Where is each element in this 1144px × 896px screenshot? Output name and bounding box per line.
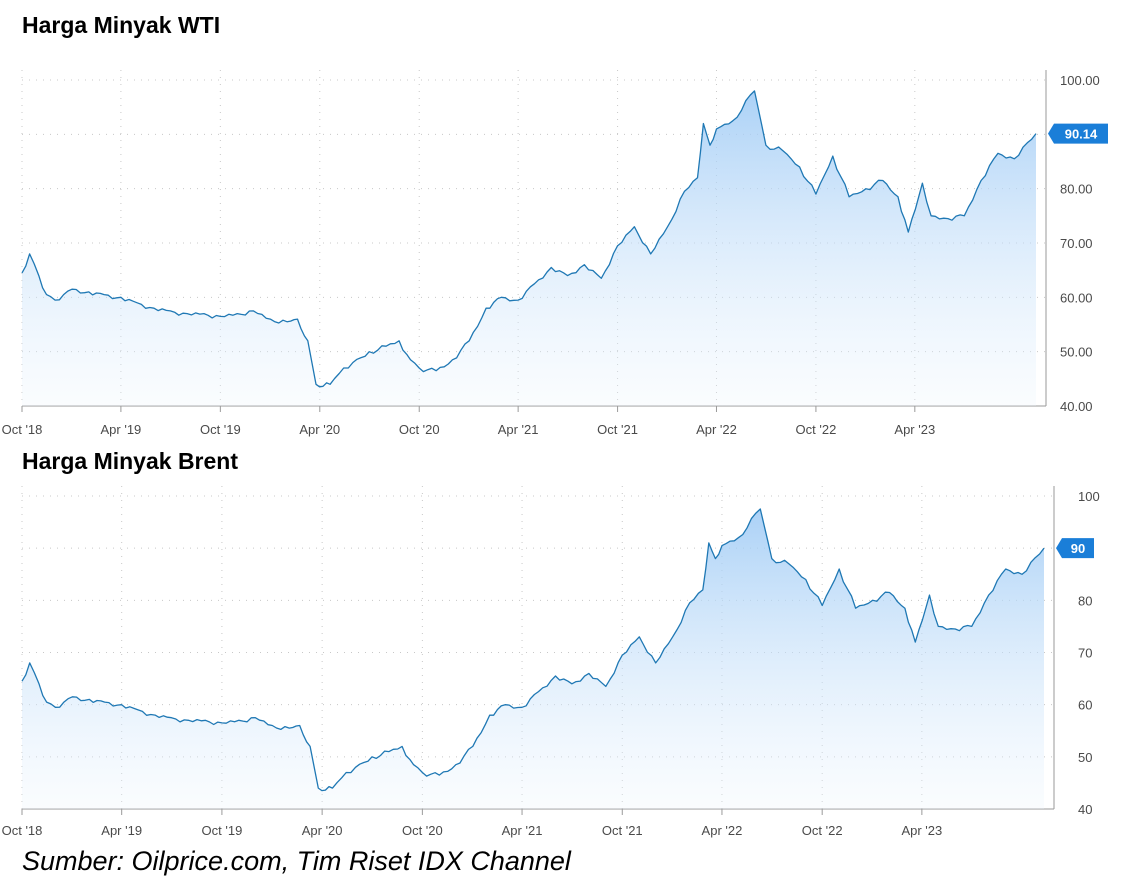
series-line	[21, 90, 1037, 388]
y-tick-label: 40.00	[1060, 399, 1093, 414]
y-tick-label: 100.00	[1060, 73, 1100, 88]
series-area	[22, 509, 1044, 809]
x-tick-label: Oct '20	[402, 823, 443, 838]
series-area	[22, 90, 1036, 407]
x-tick-label: Oct '21	[602, 823, 643, 838]
wti-chart: 100.0090.0080.0070.0060.0050.0040.00Oct …	[2, 70, 1108, 437]
x-tick-label: Apr '22	[702, 823, 743, 838]
y-tick-label: 80	[1078, 593, 1092, 608]
y-tick-label: 50	[1078, 750, 1092, 765]
chart-title-brent: Harga Minyak Brent	[22, 448, 239, 474]
x-tick-label: Oct '21	[597, 422, 638, 437]
y-tick-label: 60.00	[1060, 290, 1093, 305]
x-tick-label: Oct '22	[796, 422, 837, 437]
x-tick-label: Oct '20	[399, 422, 440, 437]
y-tick-label: 80.00	[1060, 182, 1093, 197]
chart-title-wti: Harga Minyak WTI	[22, 12, 221, 38]
x-tick-label: Apr '23	[894, 422, 935, 437]
y-tick-label: 40	[1078, 802, 1092, 817]
x-tick-label: Apr '23	[901, 823, 942, 838]
y-tick-label: 60	[1078, 698, 1092, 713]
x-tick-label: Oct '19	[202, 823, 243, 838]
x-tick-label: Apr '20	[299, 422, 340, 437]
x-tick-label: Apr '21	[502, 823, 543, 838]
x-tick-label: Apr '22	[696, 422, 737, 437]
y-tick-label: 100	[1078, 489, 1100, 504]
x-tick-label: Apr '19	[101, 823, 142, 838]
y-tick-label: 50.00	[1060, 345, 1093, 360]
x-tick-label: Oct '18	[2, 422, 43, 437]
x-tick-label: Oct '19	[200, 422, 241, 437]
last-value-label: 90	[1071, 541, 1085, 556]
source-caption: Sumber: Oilprice.com, Tim Riset IDX Chan…	[22, 846, 571, 876]
y-tick-label: 70.00	[1060, 236, 1093, 251]
x-tick-label: Oct '22	[802, 823, 843, 838]
last-value-badge	[1056, 538, 1094, 559]
y-tick-label: 70	[1078, 646, 1092, 661]
last-value-badge	[1048, 123, 1108, 144]
series-line	[21, 508, 1045, 792]
x-tick-label: Apr '21	[498, 422, 539, 437]
x-tick-label: Apr '19	[101, 422, 142, 437]
x-tick-label: Oct '18	[2, 823, 43, 838]
x-tick-label: Apr '20	[302, 823, 343, 838]
last-value-label: 90.14	[1065, 127, 1098, 142]
brent-chart: 100 90 80 70 60 50 40 Oct '18 Apr '19 Oct '19 Apr …	[2, 486, 1100, 838]
